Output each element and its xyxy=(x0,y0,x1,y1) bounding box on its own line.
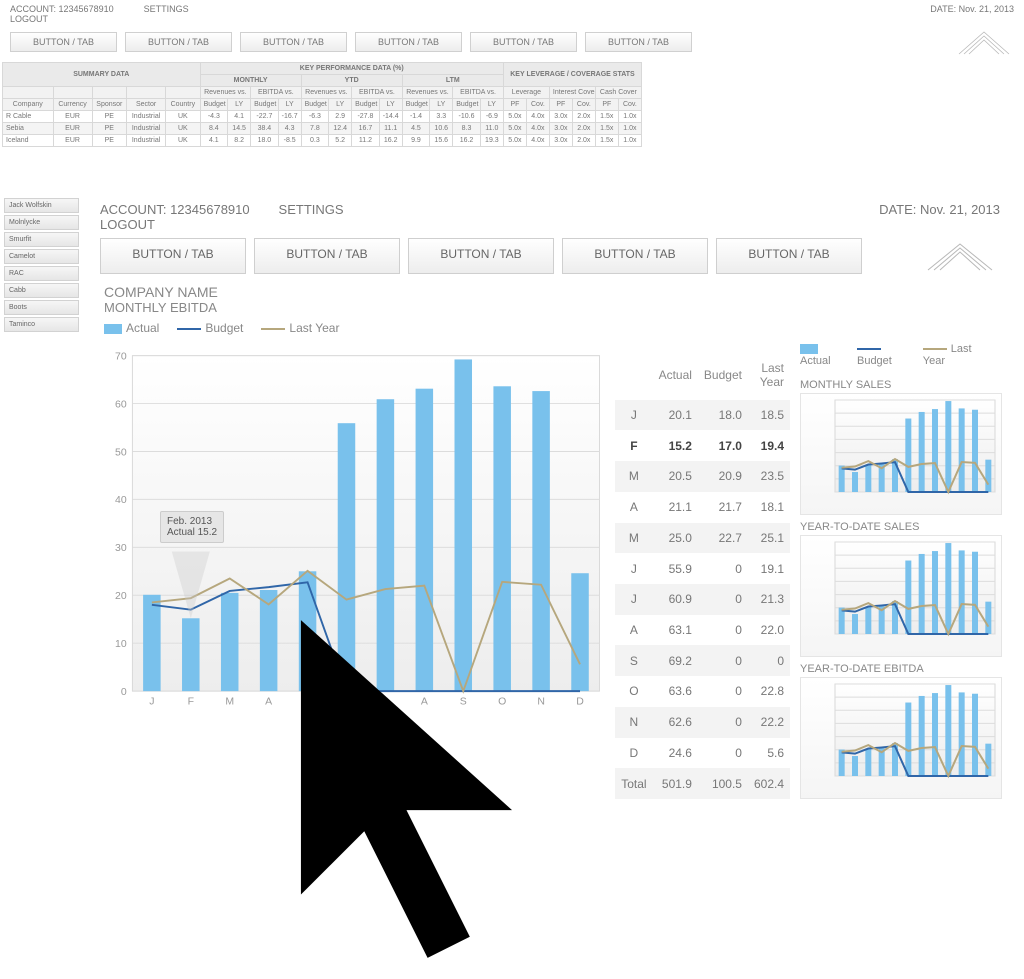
sidebar-item[interactable]: Taminco xyxy=(4,317,79,332)
top1-tab[interactable]: BUTTON / TAB xyxy=(125,32,232,52)
chart-title: MONTHLY EBITDA xyxy=(104,300,996,315)
main-chart[interactable]: 010203040506070JFMAMJJASOND Feb. 2013 Ac… xyxy=(100,341,605,721)
dash-topbar: ACCOUNT: 12345678910 SETTINGS LOGOUT DAT… xyxy=(90,192,1010,232)
dash-date: DATE: Nov. 21, 2013 xyxy=(879,202,1000,232)
logout-link[interactable]: LOGOUT xyxy=(0,14,1024,24)
sidebar-item[interactable]: Cabb xyxy=(4,283,79,298)
lastyear-swatch xyxy=(261,328,285,330)
sidebar-item[interactable]: Camelot xyxy=(4,249,79,264)
svg-text:30: 30 xyxy=(115,543,127,554)
actual-swatch xyxy=(104,324,122,334)
main-legend: Actual Budget Last Year xyxy=(90,319,1010,341)
summary-table: SUMMARY DATAKEY PERFORMANCE DATA (%)KEY … xyxy=(2,62,642,147)
sidebar-item[interactable]: Molnlycke xyxy=(4,215,79,230)
svg-text:20: 20 xyxy=(115,591,127,602)
dash-tab[interactable]: BUTTON / TAB xyxy=(408,238,554,274)
dash-tab[interactable]: BUTTON / TAB xyxy=(716,238,862,274)
svg-text:J: J xyxy=(149,696,154,707)
company-title: COMPANY NAME xyxy=(104,284,996,300)
svg-text:60: 60 xyxy=(115,399,127,410)
svg-text:J: J xyxy=(383,696,388,707)
dash-account: ACCOUNT: 12345678910 xyxy=(100,202,253,217)
svg-text:A: A xyxy=(421,696,428,707)
mini-chart[interactable] xyxy=(800,535,1002,657)
svg-text:A: A xyxy=(265,696,272,707)
mini-chart-title: MONTHLY SALES xyxy=(800,379,1000,391)
dash-tab[interactable]: BUTTON / TAB xyxy=(562,238,708,274)
dash-tabrow: BUTTON / TABBUTTON / TABBUTTON / TABBUTT… xyxy=(90,232,1010,280)
date-label: DATE: Nov. 21, 2013 xyxy=(930,4,1014,14)
top1-tab[interactable]: BUTTON / TAB xyxy=(355,32,462,52)
mini-chart-title: YEAR-TO-DATE SALES xyxy=(800,521,1000,533)
svg-text:M: M xyxy=(303,696,312,707)
svg-text:O: O xyxy=(498,696,506,707)
svg-text:40: 40 xyxy=(115,495,127,506)
top1-tabrow: BUTTON / TAB BUTTON / TAB BUTTON / TAB BUTT… xyxy=(0,24,1024,62)
top1-tab[interactable]: BUTTON / TAB xyxy=(240,32,347,52)
svg-text:S: S xyxy=(460,696,467,707)
mini-chart[interactable] xyxy=(800,677,1002,799)
sidebar-item[interactable]: Jack Wolfskin xyxy=(4,198,79,213)
sidebar-item[interactable]: RAC xyxy=(4,266,79,281)
mini-charts-column: Actual Budget Last Year MONTHLY SALESYEA… xyxy=(800,341,1000,799)
top1-tab[interactable]: BUTTON / TAB xyxy=(585,32,692,52)
brand-logo xyxy=(954,28,1014,56)
mini-chart-title: YEAR-TO-DATE EBITDA xyxy=(800,663,1000,675)
svg-text:10: 10 xyxy=(115,639,127,650)
dash-logout[interactable]: LOGOUT xyxy=(100,217,155,232)
top1-tab[interactable]: BUTTON / TAB xyxy=(10,32,117,52)
account-label: ACCOUNT: 12345678910 xyxy=(10,4,114,14)
sidebar-item[interactable]: Boots xyxy=(4,300,79,315)
sidebar: Jack Wolfskin Molnlycke Smurfit Camelot RAC C… xyxy=(4,198,79,332)
settings-link[interactable]: SETTINGS xyxy=(144,4,189,14)
svg-text:F: F xyxy=(188,696,194,707)
svg-text:50: 50 xyxy=(115,447,127,458)
top1-tab[interactable]: BUTTON / TAB xyxy=(470,32,577,52)
mini-chart[interactable] xyxy=(800,393,1002,515)
svg-text:70: 70 xyxy=(115,351,127,362)
svg-text:J: J xyxy=(344,696,349,707)
dash-tab[interactable]: BUTTON / TAB xyxy=(254,238,400,274)
brand-logo xyxy=(920,238,1000,274)
svg-text:0: 0 xyxy=(121,687,127,698)
top1-bar: ACCOUNT: 12345678910 SETTINGS DATE: Nov.… xyxy=(0,0,1024,14)
svg-text:M: M xyxy=(225,696,234,707)
dash-tab[interactable]: BUTTON / TAB xyxy=(100,238,246,274)
svg-text:N: N xyxy=(537,696,545,707)
sidebar-item[interactable]: Smurfit xyxy=(4,232,79,247)
dash-settings[interactable]: SETTINGS xyxy=(279,202,344,217)
budget-swatch xyxy=(177,328,201,330)
svg-text:D: D xyxy=(576,696,584,707)
